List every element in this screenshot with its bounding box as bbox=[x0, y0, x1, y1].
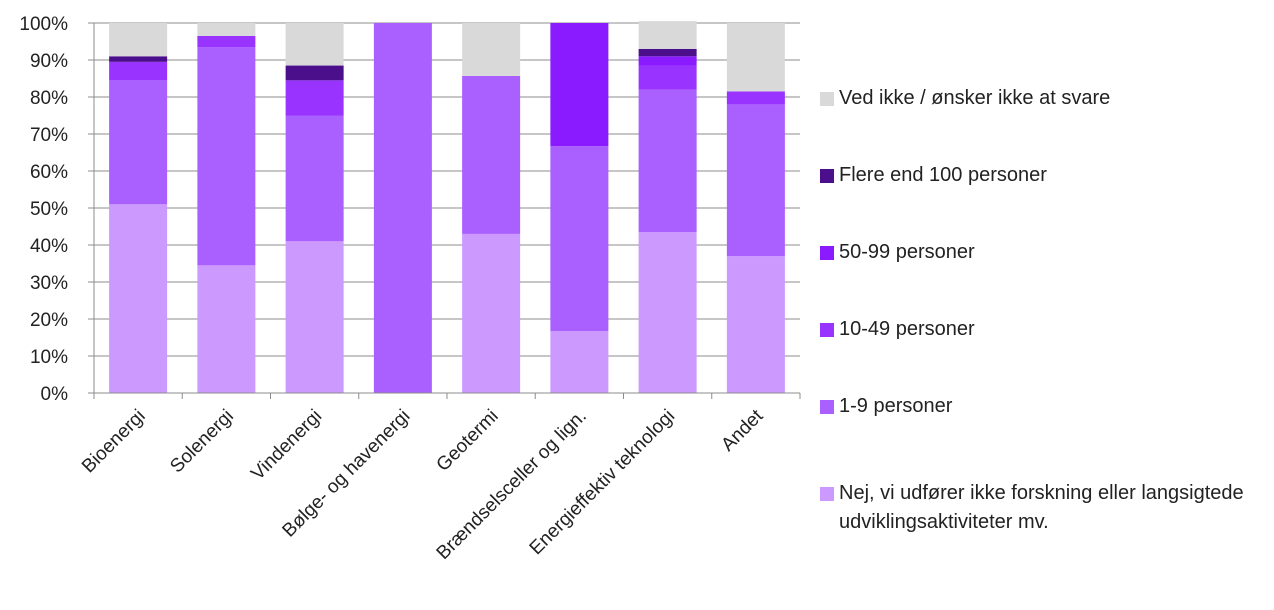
bar-segment bbox=[373, 23, 432, 393]
bars bbox=[109, 21, 785, 393]
bar-segment bbox=[462, 23, 521, 76]
legend-swatch bbox=[820, 323, 834, 337]
y-tick-label: 20% bbox=[30, 310, 68, 331]
legend-item: 1-9 personer bbox=[820, 392, 952, 421]
legend-label: Nej, vi udfører ikke forskning eller lan… bbox=[839, 482, 1244, 533]
bar-segment bbox=[462, 233, 521, 393]
x-category-label: Bioenergi bbox=[78, 406, 150, 478]
bar-segment bbox=[285, 65, 344, 81]
legend-swatch bbox=[820, 169, 834, 183]
legend: Ved ikke / ønsker ikke at svare Flere end… bbox=[820, 0, 1270, 610]
bar-segment bbox=[550, 146, 609, 332]
stacked-bar-chart: 0% 10% 20% 30% 40% 50% 60% 70% 80% 90% 100% Bioene… bbox=[19, 14, 801, 564]
x-category-label: Vindenergi bbox=[247, 406, 326, 485]
bar-segment bbox=[285, 23, 344, 66]
bar-segment bbox=[197, 35, 256, 48]
bar-segment bbox=[462, 75, 521, 234]
bar-segment bbox=[109, 80, 168, 205]
bar-segment bbox=[197, 47, 256, 266]
bar-segment bbox=[197, 265, 256, 393]
legend-item: Flere end 100 personer bbox=[820, 161, 1047, 190]
legend-label: 10-49 personer bbox=[839, 318, 975, 340]
bar-segment bbox=[726, 91, 785, 105]
bar-segment bbox=[109, 23, 168, 57]
y-tick-label: 40% bbox=[30, 236, 68, 257]
bar-segment bbox=[726, 23, 785, 92]
x-category-label: Brændselsceller og lign. bbox=[433, 406, 591, 564]
legend-swatch bbox=[820, 92, 834, 106]
bar-segment bbox=[109, 56, 168, 62]
y-tick-label: 80% bbox=[30, 88, 68, 109]
y-tick-label: 70% bbox=[30, 125, 68, 146]
x-category-label: Geotermi bbox=[433, 406, 503, 476]
legend-item: Nej, vi udfører ikke forskning eller lan… bbox=[820, 479, 1269, 537]
y-tick-label: 50% bbox=[30, 199, 68, 220]
axes bbox=[88, 22, 801, 399]
legend-label: 50-99 personer bbox=[839, 241, 975, 263]
bar-segment bbox=[726, 256, 785, 393]
bar-segment bbox=[638, 65, 697, 90]
x-category-label: Solenergi bbox=[166, 406, 238, 478]
bar-segment bbox=[197, 23, 256, 36]
bar-segment bbox=[638, 48, 697, 57]
bar-segment bbox=[550, 23, 609, 147]
y-tick-label: 0% bbox=[41, 384, 69, 405]
bar-segment bbox=[638, 21, 697, 49]
x-category-label: Andet bbox=[717, 405, 767, 455]
y-tick-label: 60% bbox=[30, 162, 68, 183]
y-axis-tick-labels: 0% 10% 20% 30% 40% 50% 60% 70% 80% 90% 100% bbox=[19, 14, 68, 405]
legend-label: Ved ikke / ønsker ikke at svare bbox=[839, 87, 1111, 109]
bar-segment bbox=[285, 80, 344, 116]
legend-item: 50-99 personer bbox=[820, 238, 975, 267]
legend-swatch bbox=[820, 400, 834, 414]
legend-swatch bbox=[820, 246, 834, 260]
legend-label: Flere end 100 personer bbox=[839, 164, 1047, 186]
x-category-label: Energieffektiv teknologi bbox=[526, 406, 680, 560]
bar-segment bbox=[550, 331, 609, 393]
legend-item: 10-49 personer bbox=[820, 315, 975, 344]
bar-segment bbox=[638, 56, 697, 66]
y-tick-label: 90% bbox=[30, 51, 68, 72]
y-tick-label: 100% bbox=[19, 14, 68, 35]
bar-segment bbox=[285, 241, 344, 393]
bar-segment bbox=[726, 104, 785, 257]
y-tick-label: 10% bbox=[30, 347, 68, 368]
legend-item: Ved ikke / ønsker ikke at svare bbox=[820, 84, 1110, 113]
bar-segment bbox=[109, 61, 168, 81]
bar-segment bbox=[638, 232, 697, 393]
legend-swatch bbox=[820, 487, 834, 501]
bar-segment bbox=[638, 89, 697, 233]
legend-label: 1-9 personer bbox=[839, 395, 953, 417]
bar-segment bbox=[285, 115, 344, 242]
bar-segment bbox=[109, 204, 168, 393]
y-tick-label: 30% bbox=[30, 273, 68, 294]
